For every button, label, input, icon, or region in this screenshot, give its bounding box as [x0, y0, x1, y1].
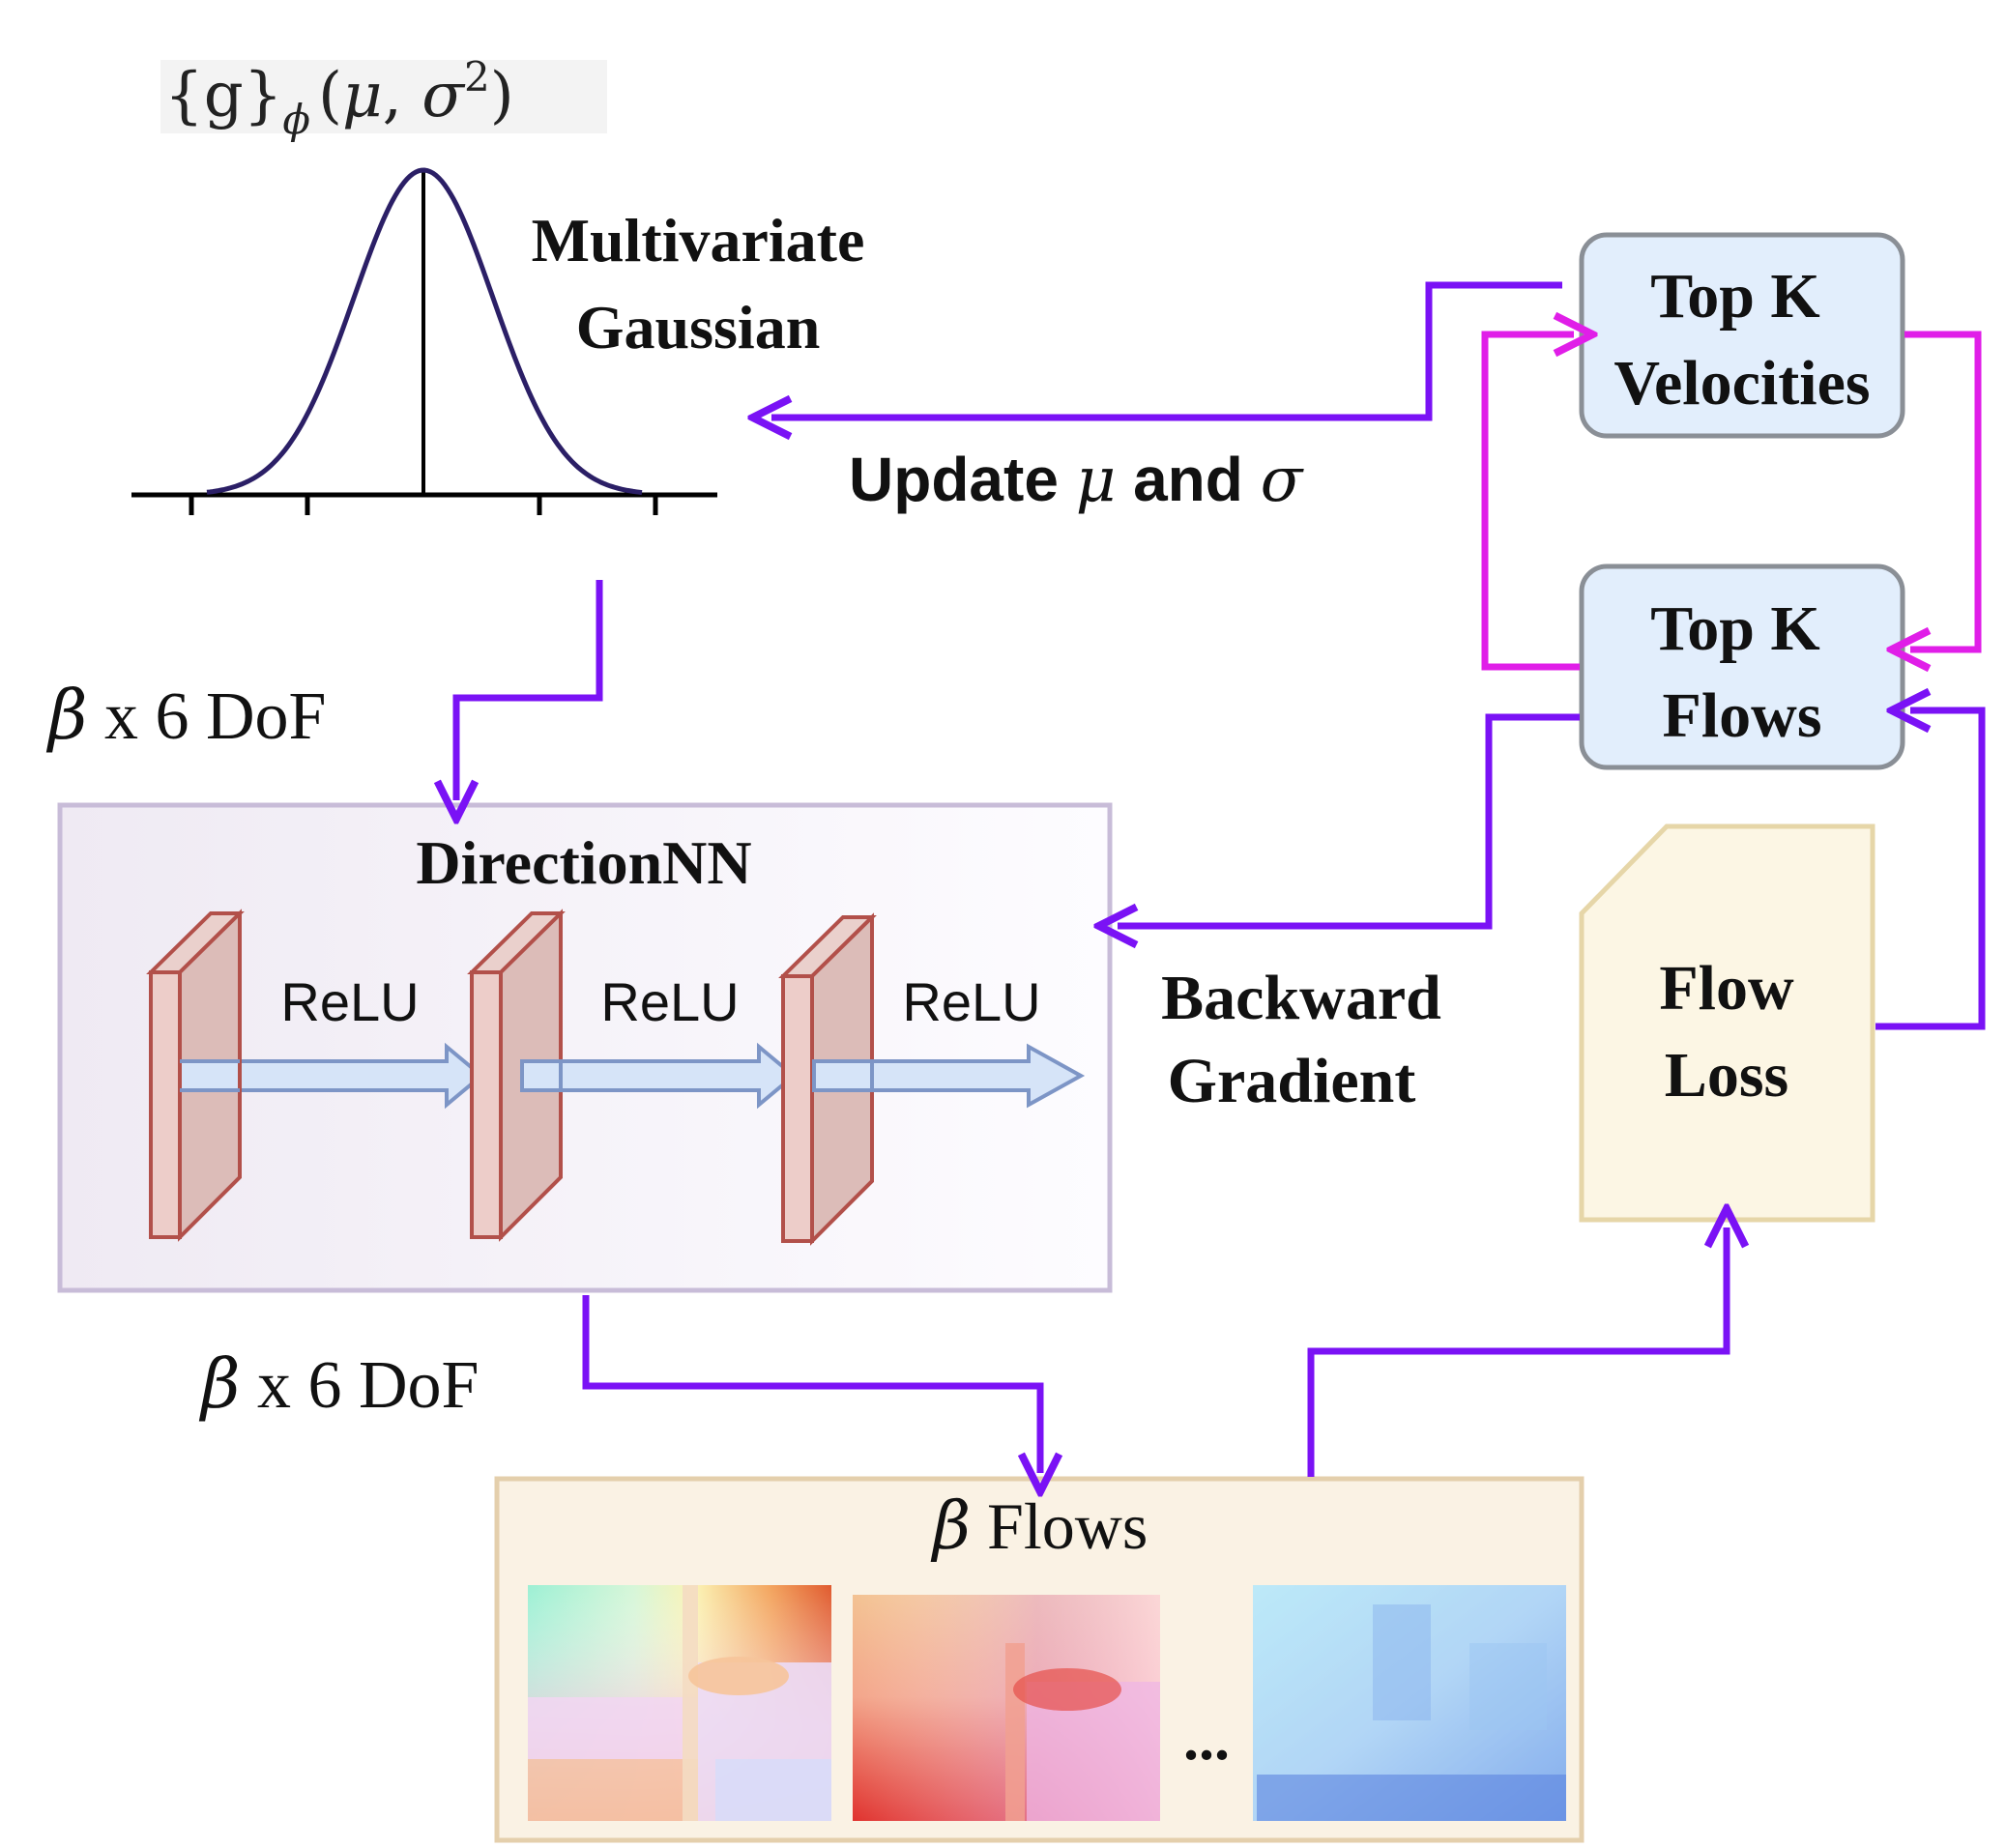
top-k-velocities-line2: Velocities: [1614, 348, 1870, 419]
update-arrow: [771, 281, 1562, 418]
dof-top-label: β x 6 DoF: [45, 676, 326, 755]
gaussian-formula: {g}ϕ (μ, σ2): [164, 53, 514, 143]
flow-image: [528, 1585, 831, 1821]
gaussian-title-line2: Gaussian: [576, 293, 821, 361]
relu-label: ReLU: [600, 971, 739, 1032]
flows-ellipsis: ...: [1183, 1704, 1230, 1773]
nn-layer: [146, 909, 245, 1242]
direction-nn-box: DirectionNN ReLU ReLU ReLU: [57, 802, 1113, 1293]
direction-nn-title: DirectionNN: [416, 828, 751, 897]
beta-flows-title: β Flows: [930, 1488, 1148, 1565]
gaussian-title-line1: Multivariate: [532, 206, 865, 274]
top-k-flows-box: Top K Flows: [1579, 563, 1905, 770]
relu-label: ReLU: [280, 971, 419, 1032]
flow-loss-line2: Loss: [1665, 1040, 1788, 1111]
relu-arrow: [238, 1042, 485, 1110]
backward-gradient-arrow: [1118, 713, 1580, 926]
flows-to-loss-arrow: [1307, 1227, 1727, 1477]
loss-to-topk-flows-arrow: [1875, 710, 1986, 1030]
flow-image: [853, 1595, 1160, 1821]
gaussian-plot: {g}ϕ (μ, σ2) Multivariate Gaussian: [131, 53, 864, 515]
velocities-to-flows-arrow: [1904, 331, 1982, 650]
flow-loss-line1: Flow: [1659, 953, 1794, 1024]
top-k-velocities-box: Top K Velocities: [1579, 232, 1905, 439]
top-k-flows-line2: Flows: [1663, 680, 1822, 751]
flow-image: [1253, 1585, 1566, 1821]
flows-to-velocities-arrow: [1481, 334, 1580, 671]
relu-label: ReLU: [902, 971, 1040, 1032]
nn-layer: [467, 909, 566, 1242]
dof-bottom-label: β x 6 DoF: [198, 1344, 479, 1424]
bell-curve: [206, 167, 643, 496]
update-mu-sigma-label: Update μ and σ: [849, 445, 1305, 516]
formula-background: [160, 60, 607, 133]
top-k-flows-line1: Top K: [1650, 593, 1820, 664]
gaussian-to-nn-arrow: [456, 580, 603, 800]
top-k-velocities-line1: Top K: [1650, 261, 1820, 332]
backward-gradient-line1: Backward: [1161, 963, 1441, 1033]
backward-gradient-line2: Gradient: [1168, 1046, 1416, 1116]
nn-layer: [778, 912, 877, 1246]
nn-to-flows-arrow: [582, 1295, 1040, 1473]
beta-flows-panel: β Flows ...: [494, 1476, 1584, 1843]
flow-loss-box: Flow Loss: [1579, 823, 1875, 1223]
